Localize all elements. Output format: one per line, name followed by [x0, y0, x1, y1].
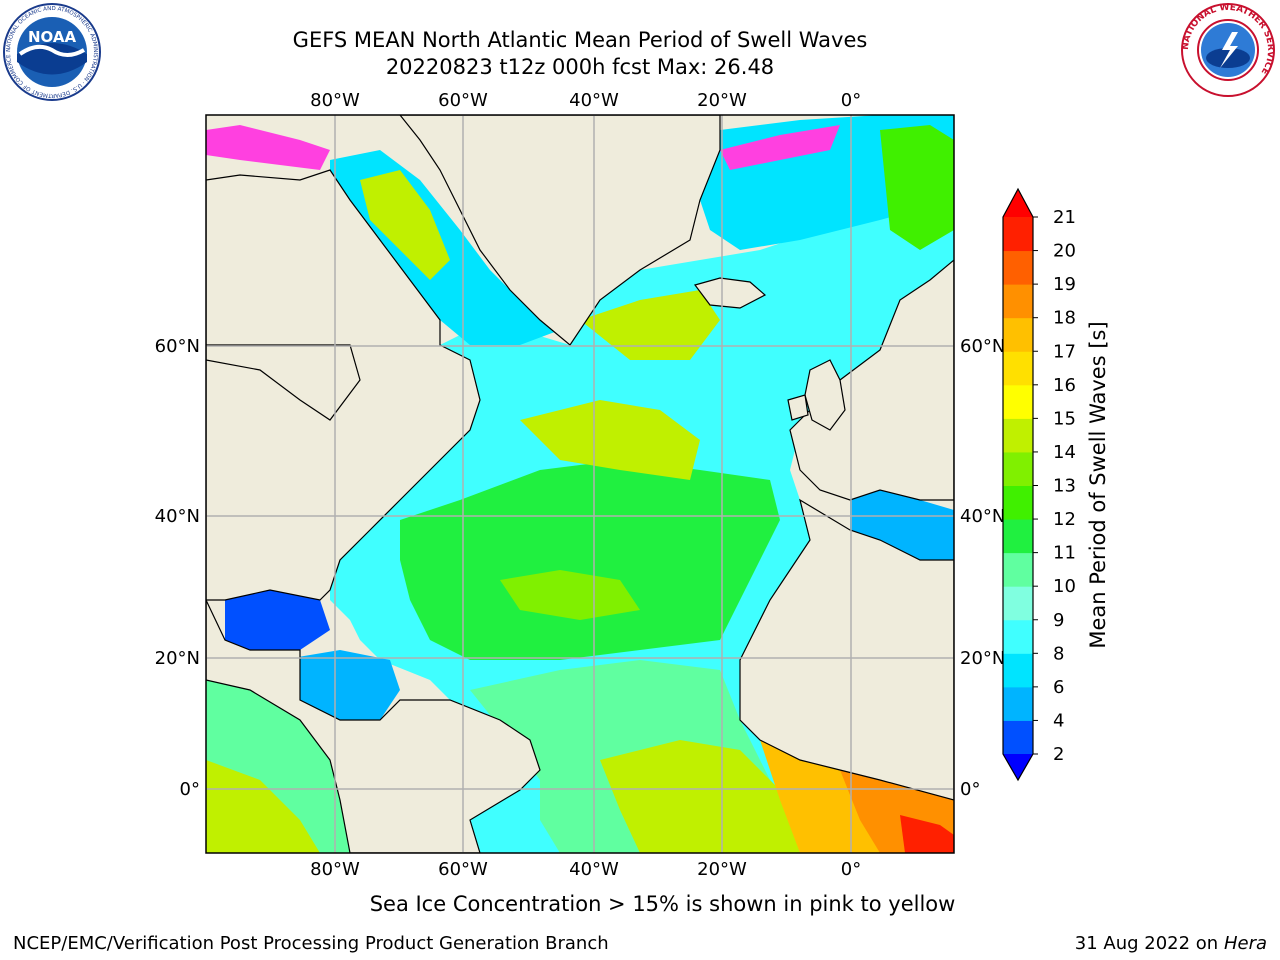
colorbar-tick-label: 9 — [1053, 610, 1064, 631]
map-plot-area — [206, 115, 954, 853]
lon-tick-label: 80°W — [310, 859, 360, 880]
lat-tick-label: 40°N — [155, 506, 200, 527]
colorbar-segment — [1003, 250, 1033, 285]
lon-tick-label: 0° — [841, 90, 861, 111]
colorbar-extend-max — [1003, 189, 1033, 217]
lon-tick-label: 40°W — [569, 90, 619, 111]
colorbar-segment — [1003, 317, 1033, 352]
colorbar-extend-min — [1003, 754, 1033, 780]
longitude-ticks-bottom: 80°W 60°W 40°W 20°W 0° — [310, 859, 861, 880]
colorbar-segment — [1003, 284, 1033, 319]
lon-tick-label: 60°W — [438, 90, 488, 111]
colorbar-tick-label: 21 — [1053, 207, 1076, 228]
credit-branch: NCEP/EMC/Verification Post Processing Pr… — [13, 933, 609, 954]
latitude-ticks-right: 60°N 40°N 20°N 0° — [960, 336, 1005, 800]
lat-tick-label: 0° — [180, 779, 200, 800]
lon-tick-label: 40°W — [569, 859, 619, 880]
colorbar-segment — [1003, 653, 1033, 688]
longitude-ticks-top: 80°W 60°W 40°W 20°W 0° — [310, 90, 861, 111]
colorbar-segment — [1003, 686, 1033, 721]
colorbar-label: Mean Period of Swell Waves [s] — [1086, 321, 1110, 648]
lon-tick-label: 20°W — [697, 90, 747, 111]
colorbar-tick-label: 14 — [1053, 442, 1076, 463]
lon-tick-label: 60°W — [438, 859, 488, 880]
colorbar-segment — [1003, 619, 1033, 654]
colorbar: 2 4 6 8 9 10 11 12 13 14 15 16 17 18 19 20 21 — [1002, 187, 1076, 782]
credit-host: Hera — [1223, 933, 1267, 954]
colorbar-segment — [1003, 384, 1033, 419]
credit-date-text: 31 Aug 2022 on — [1074, 933, 1219, 954]
colorbar-tick-label: 15 — [1053, 408, 1076, 429]
lat-tick-label: 20°N — [155, 648, 200, 669]
colorbar-segment — [1003, 217, 1033, 252]
colorbar-segment — [1003, 418, 1033, 453]
sea-ice-note: Sea Ice Concentration > 15% is shown in … — [369, 892, 956, 916]
colorbar-segment — [1003, 519, 1033, 554]
lon-tick-label: 80°W — [310, 90, 360, 111]
lat-tick-label: 60°N — [155, 336, 200, 357]
colorbar-tick-label: 12 — [1053, 509, 1076, 530]
colorbar-tick-label: 8 — [1053, 643, 1064, 664]
noaa-logo: NOAA NATIONAL OCEANIC AND ATMOSPHERIC AD… — [3, 3, 101, 101]
colorbar-tick-label: 16 — [1053, 375, 1076, 396]
colorbar-segment — [1003, 485, 1033, 520]
colorbar-segment — [1003, 451, 1033, 486]
graticule — [206, 115, 954, 853]
lat-tick-label: 60°N — [960, 336, 1005, 357]
colorbar-tick-label: 2 — [1053, 744, 1064, 765]
colorbar-tick-label: 11 — [1053, 543, 1076, 564]
plot-frame — [205, 114, 955, 854]
colorbar-segment — [1003, 552, 1033, 587]
chart-title: GEFS MEAN North Atlantic Mean Period of … — [292, 28, 868, 52]
colorbar-segment — [1003, 720, 1033, 755]
lon-tick-label: 0° — [841, 859, 861, 880]
lat-tick-label: 20°N — [960, 648, 1005, 669]
lon-tick-label: 20°W — [697, 859, 747, 880]
nws-logo: NATIONAL WEATHER SERVICE — [1181, 3, 1275, 97]
colorbar-tick-label: 10 — [1053, 576, 1076, 597]
colorbar-segment — [1003, 586, 1033, 621]
colorbar-tick-label: 19 — [1053, 274, 1076, 295]
colorbar-tick-label: 6 — [1053, 677, 1064, 698]
svg-text:NOAA: NOAA — [28, 28, 77, 46]
colorbar-tick-label: 4 — [1053, 710, 1064, 731]
credit-date: 31 Aug 2022 on Hera — [1075, 933, 1267, 954]
latitude-ticks-left: 60°N 40°N 20°N 0° — [155, 336, 200, 800]
forecast-subtitle: 20220823 t12z 000h fcst Max: 26.48 — [385, 55, 775, 79]
lat-tick-label: 40°N — [960, 506, 1005, 527]
lat-tick-label: 0° — [960, 779, 980, 800]
colorbar-tick-label: 17 — [1053, 341, 1076, 362]
colorbar-segment — [1003, 351, 1033, 386]
colorbar-tick-label: 18 — [1053, 308, 1076, 329]
colorbar-tick-label: 13 — [1053, 476, 1076, 497]
colorbar-tick-label: 20 — [1053, 241, 1076, 262]
